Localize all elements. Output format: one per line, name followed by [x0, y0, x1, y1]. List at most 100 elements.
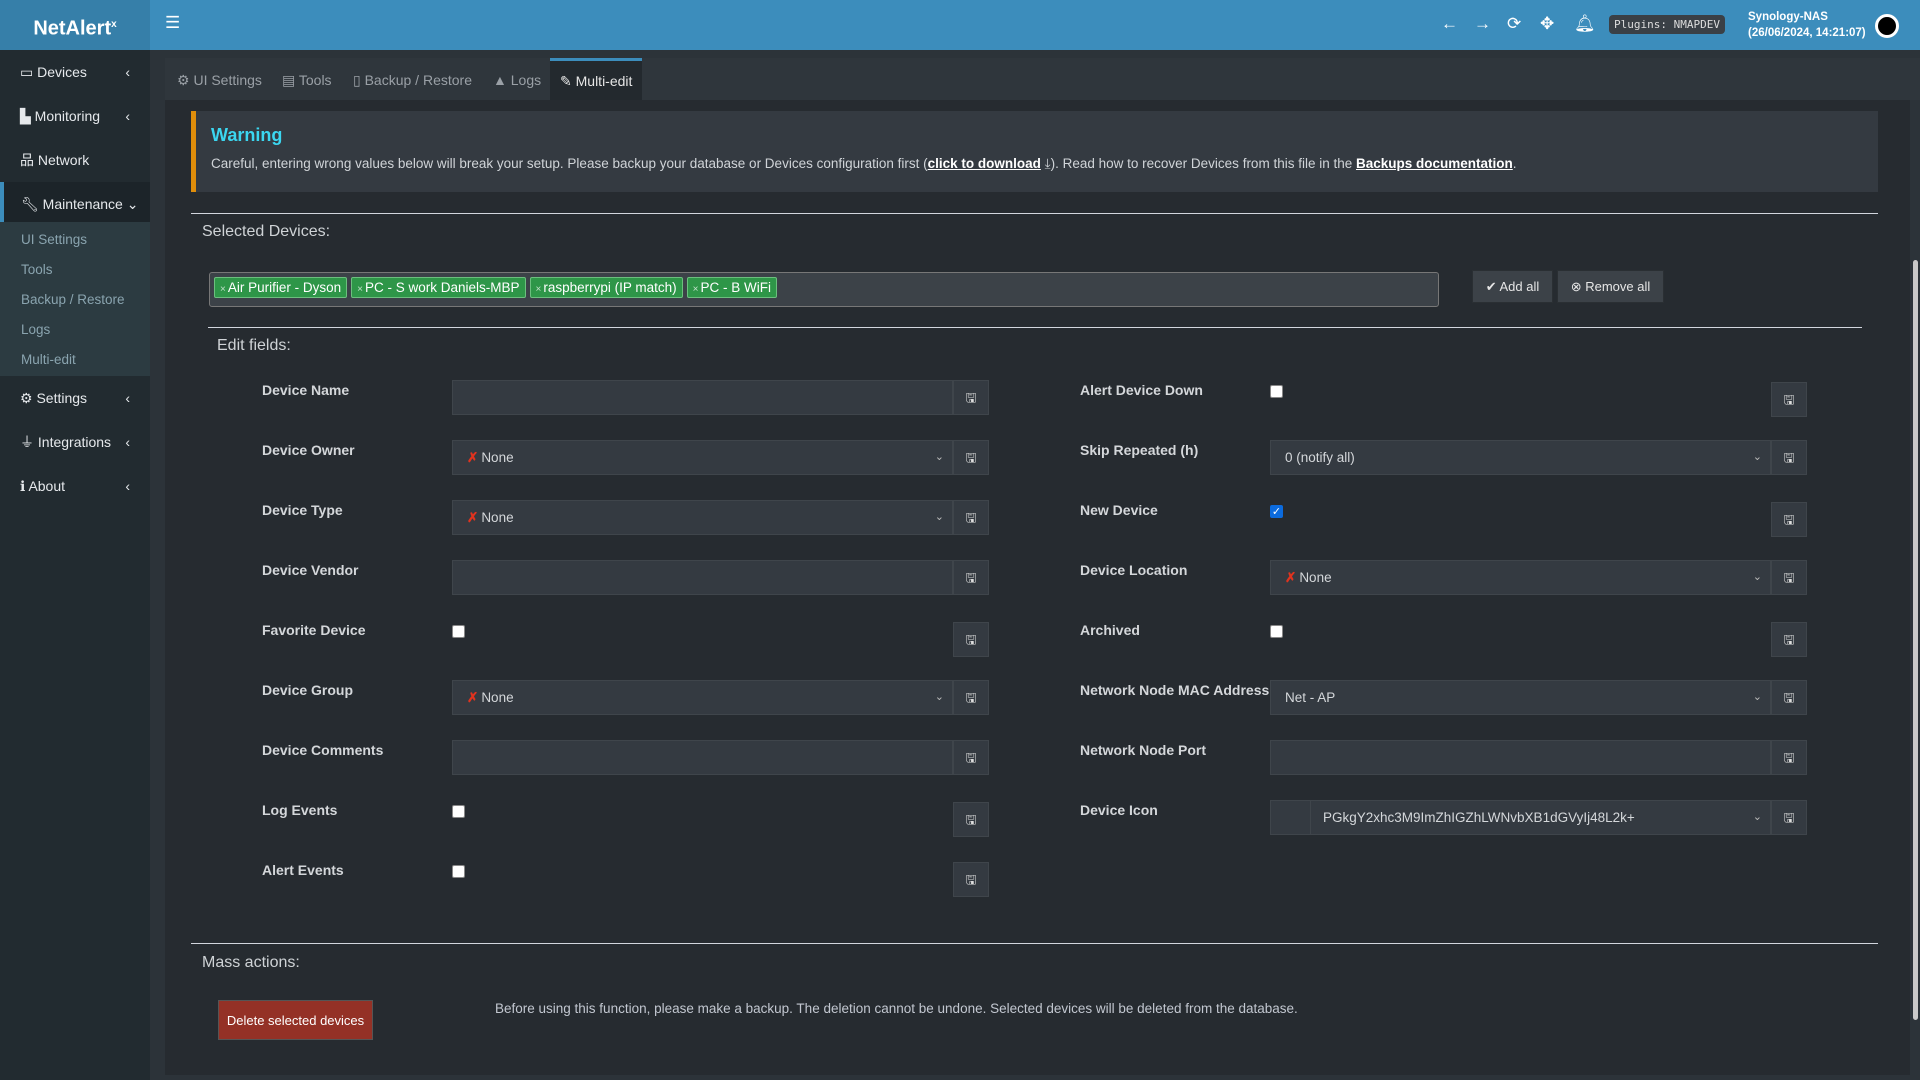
archived-checkbox[interactable]: [1270, 625, 1283, 638]
file-icon: ▯: [353, 72, 365, 88]
save-device-comments-button[interactable]: 🖫: [953, 740, 989, 775]
submenu-backup-restore[interactable]: Backup / Restore: [21, 292, 125, 307]
move-arrows-icon[interactable]: ✥: [1540, 14, 1555, 33]
forward-arrow-icon[interactable]: →: [1474, 14, 1491, 33]
device-tag[interactable]: × raspberrypi (IP match): [529, 277, 683, 298]
field-label: Device Name: [262, 382, 350, 398]
bell-icon[interactable]: 🔔︎: [1574, 14, 1596, 33]
floppy-disk-icon: 🖫: [965, 632, 977, 647]
edit-fields-title: Edit fields:: [217, 337, 291, 354]
submenu-multi-edit[interactable]: Multi-edit: [21, 352, 76, 367]
save-skip-repeated-h-button[interactable]: 🖫: [1771, 440, 1807, 475]
device-owner-select[interactable]: ✗ None ⌄: [452, 440, 953, 475]
tab-tools[interactable]: ▤ Tools: [282, 72, 332, 88]
sidebar-item-maintenance[interactable]: 🔧︎ Maintenance ⌄: [0, 182, 150, 226]
chevron-down-icon: ⌄: [126, 196, 139, 212]
field-label: Alert Device Down: [1080, 382, 1203, 398]
user-avatar[interactable]: [1875, 14, 1899, 38]
device-vendor-input[interactable]: [452, 560, 953, 595]
device-tag[interactable]: × PC - B WiFi: [686, 277, 777, 298]
save-device-icon-button[interactable]: 🖫: [1771, 800, 1807, 835]
submenu-ui-settings[interactable]: UI Settings: [21, 232, 88, 247]
sidebar-item-about[interactable]: ℹ About ‹: [0, 464, 150, 508]
field-label: Archived: [1080, 622, 1140, 638]
logo[interactable]: NetAlertx: [0, 0, 150, 50]
network-node-mac-address-select[interactable]: Net - AP ⌄: [1270, 680, 1771, 715]
skip-repeated-h-select[interactable]: 0 (notify all) ⌄: [1270, 440, 1771, 475]
save-device-location-button[interactable]: 🖫: [1771, 560, 1807, 595]
sidebar-item-network[interactable]: 品 Network: [20, 152, 90, 168]
save-log-events-button[interactable]: 🖫: [953, 802, 989, 837]
sidebar-item-monitoring[interactable]: ▙ Monitoring ‹: [0, 94, 150, 138]
save-device-group-button[interactable]: 🖫: [953, 680, 989, 715]
device-icon-select[interactable]: PGkgY2xhc3M9ImZhIGZhLWNvbXB1dGVyIj48L2k+…: [1270, 800, 1771, 835]
network-node-port-input[interactable]: [1270, 740, 1771, 775]
remove-tag-icon[interactable]: ×: [692, 284, 699, 295]
add-all-button[interactable]: ✔ Add all: [1472, 270, 1553, 303]
field-label: Device Type: [262, 502, 343, 518]
tab-logs[interactable]: ▲ Logs: [493, 72, 542, 88]
save-network-node-port-button[interactable]: 🖫: [1771, 740, 1807, 775]
save-alert-events-button[interactable]: 🖫: [953, 862, 989, 897]
favorite-device-checkbox[interactable]: [452, 625, 465, 638]
remove-all-button[interactable]: ⊗ Remove all: [1557, 270, 1664, 303]
hamburger-menu-icon[interactable]: ☰: [165, 13, 181, 32]
download-link[interactable]: click to download: [927, 156, 1041, 171]
field-label: Network Node MAC Address: [1080, 682, 1270, 698]
save-network-node-mac-address-button[interactable]: 🖫: [1771, 680, 1807, 715]
divider: [191, 213, 1878, 214]
chevron-left-icon: ‹: [125, 434, 130, 450]
x-mark-icon: ✗: [467, 690, 479, 705]
save-new-device-button[interactable]: 🖫: [1771, 502, 1807, 537]
field-label: Device Icon: [1080, 802, 1158, 818]
remove-tag-icon[interactable]: ×: [535, 284, 542, 295]
save-device-type-button[interactable]: 🖫: [953, 500, 989, 535]
back-arrow-icon[interactable]: ←: [1441, 14, 1458, 33]
device-tag[interactable]: × Air Purifier - Dyson: [214, 277, 348, 298]
save-archived-button[interactable]: 🖫: [1771, 622, 1807, 657]
tab-backup-restore[interactable]: ▯ Backup / Restore: [353, 72, 472, 88]
device-location-select[interactable]: ✗ None ⌄: [1270, 560, 1771, 595]
submenu-tools[interactable]: Tools: [21, 262, 53, 277]
sidebar-item-devices[interactable]: ▭ Devices ‹: [0, 50, 150, 94]
alert-device-down-checkbox[interactable]: [1270, 385, 1283, 398]
tab-ui-settings[interactable]: ⚙ UI Settings: [177, 72, 262, 88]
field-label: Device Vendor: [262, 562, 359, 578]
field-label: Device Location: [1080, 562, 1188, 578]
scrollbar[interactable]: [1913, 260, 1918, 1020]
refresh-icon[interactable]: ⟳: [1507, 14, 1522, 33]
chevron-down-icon: ⌄: [934, 511, 944, 523]
floppy-disk-icon: 🖫: [965, 390, 977, 405]
sidebar-item-settings[interactable]: ⚙ Settings ‹: [0, 376, 150, 420]
sidebar-item-integrations[interactable]: ⏚ Integrations ‹: [0, 420, 150, 464]
save-device-owner-button[interactable]: 🖫: [953, 440, 989, 475]
remove-tag-icon[interactable]: ×: [357, 284, 363, 295]
plug-icon: ⏚: [20, 434, 38, 450]
device-comments-input[interactable]: [452, 740, 953, 775]
warning-callout: Warning Careful, entering wrong values b…: [191, 111, 1878, 192]
save-favorite-device-button[interactable]: 🖫: [953, 622, 989, 657]
delete-selected-devices-button[interactable]: Delete selected devices: [218, 1000, 373, 1040]
selected-devices-input[interactable]: × Air Purifier - Dyson × PC - S work Daniel…: [209, 272, 1439, 307]
new-device-checkbox[interactable]: ✓: [1270, 505, 1283, 518]
chevron-down-icon: ⌄: [934, 691, 944, 703]
save-device-name-button[interactable]: 🖫: [953, 380, 989, 415]
save-alert-device-down-button[interactable]: 🖫: [1771, 382, 1807, 417]
warning-text: Careful, entering wrong values below wil…: [211, 156, 1517, 171]
floppy-disk-icon: 🖫: [965, 872, 977, 887]
log-events-checkbox[interactable]: [452, 805, 465, 818]
device-tag[interactable]: × PC - S work Daniels-MBP: [351, 277, 526, 298]
device-name-input[interactable]: [452, 380, 953, 415]
alert-events-checkbox[interactable]: [452, 865, 465, 878]
device-group-select[interactable]: ✗ None ⌄: [452, 680, 953, 715]
remove-tag-icon[interactable]: ×: [220, 284, 226, 295]
backups-doc-link[interactable]: Backups documentation: [1355, 156, 1513, 171]
submenu-logs[interactable]: Logs: [21, 322, 51, 337]
device-type-select[interactable]: ✗ None ⌄: [452, 500, 953, 535]
floppy-disk-icon: 🖫: [1783, 570, 1795, 585]
save-device-vendor-button[interactable]: 🖫: [953, 560, 989, 595]
select-value: None: [481, 510, 514, 525]
chart-icon: ▙: [20, 108, 35, 124]
maintenance-submenu: UI Settings Tools Backup / Restore Logs …: [0, 222, 150, 376]
tab-multi-edit[interactable]: ✎ Multi-edit: [550, 58, 643, 100]
